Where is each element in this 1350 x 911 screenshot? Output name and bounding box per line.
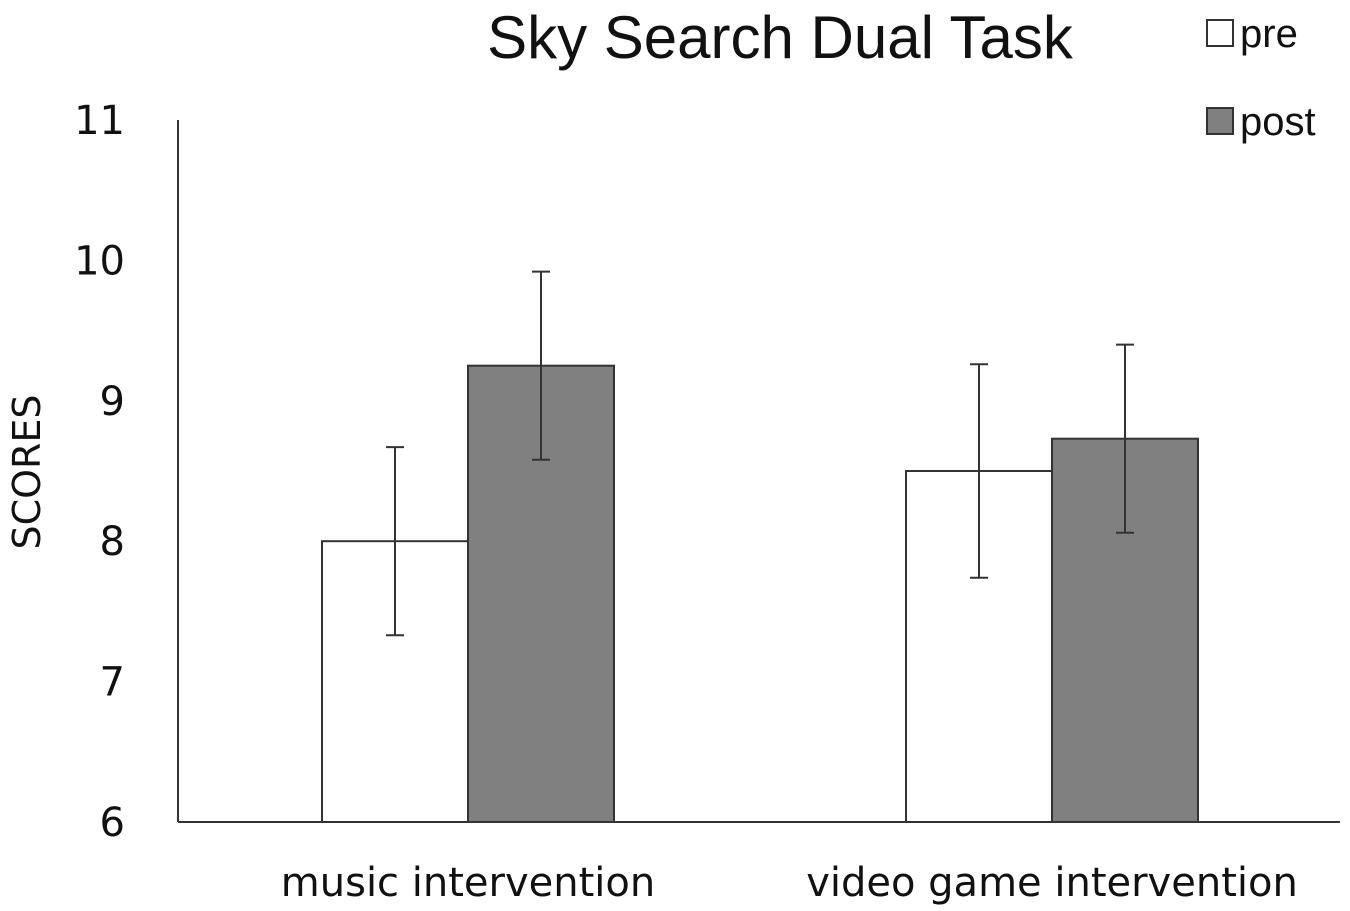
x-category-label: music intervention (281, 860, 655, 906)
legend-swatch-post (1206, 107, 1234, 135)
bars (321, 364, 1199, 823)
error-bar-post-2 (1116, 343, 1134, 534)
error-bar-pre-2 (970, 363, 988, 579)
legend-item-pre: pre (1206, 12, 1298, 56)
error-bars (386, 270, 1134, 637)
y-axis-label: SCORES (5, 394, 49, 549)
y-axis-ticks: 6 7 8 9 10 11 (74, 98, 125, 846)
x-category-label: video game intervention (806, 860, 1298, 906)
chart-title: Sky Search Dual Task (487, 4, 1074, 71)
y-tick-label: 9 (100, 379, 125, 425)
y-tick-label: 8 (100, 519, 125, 565)
legend-label-post: post (1240, 100, 1316, 144)
y-tick-label: 11 (74, 98, 125, 144)
y-tick-label: 7 (100, 660, 125, 706)
legend-label-pre: pre (1240, 12, 1298, 56)
error-bar-pre-1 (386, 446, 404, 637)
y-tick-label: 10 (74, 238, 125, 284)
y-tick-label: 6 (100, 800, 125, 846)
legend-item-post: post (1206, 100, 1316, 144)
legend-swatch-pre (1206, 19, 1234, 47)
error-bar-post-1 (532, 270, 550, 461)
legend: pre post (1206, 12, 1316, 144)
x-axis-categories: music intervention video game interventio… (281, 860, 1298, 906)
